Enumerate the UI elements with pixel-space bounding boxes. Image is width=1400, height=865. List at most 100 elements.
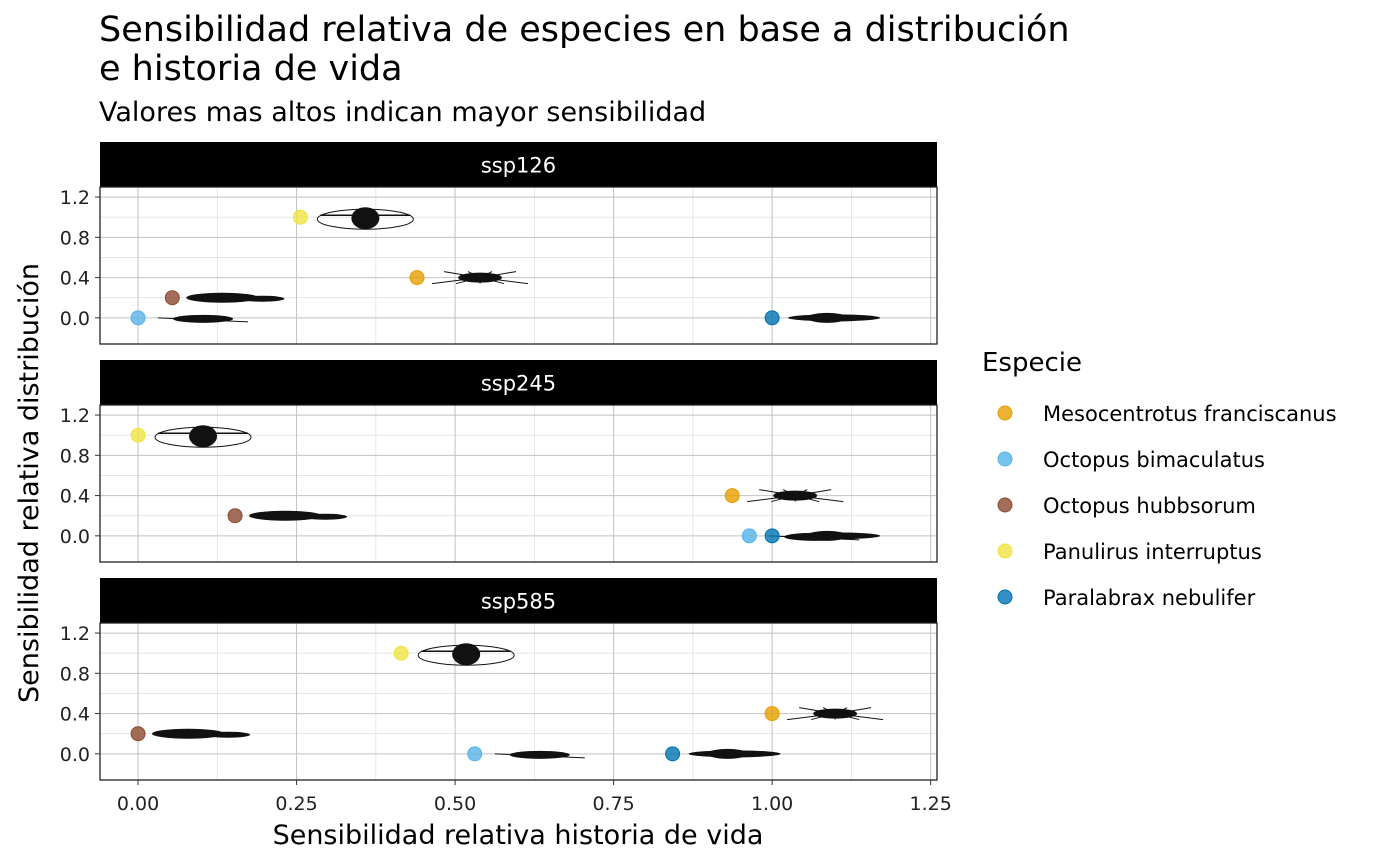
species-silhouette xyxy=(494,750,585,759)
silhouette-spine xyxy=(822,707,836,715)
data-point xyxy=(764,310,780,326)
legend-label: Panulirus interruptus xyxy=(1043,540,1262,564)
species-silhouette xyxy=(186,292,285,303)
silhouette-spine xyxy=(747,495,796,503)
y-tick-label: 0.0 xyxy=(60,744,90,766)
species-silhouette xyxy=(154,425,252,448)
data-point xyxy=(467,746,483,762)
silhouette-spine xyxy=(771,495,796,503)
y-tick-label: 1.2 xyxy=(60,623,90,645)
species-silhouette xyxy=(431,271,529,285)
y-tick-label: 0.0 xyxy=(60,526,90,548)
silhouette-body xyxy=(351,207,380,230)
facet-panel-ssp126: ssp126 0.0 0.4 0.8 1.2 xyxy=(60,142,938,345)
silhouette-arms xyxy=(494,753,585,759)
legend-key xyxy=(997,451,1013,467)
silhouette-body xyxy=(186,292,259,303)
legend-title: Especie xyxy=(982,348,1082,378)
y-tick-label: 0.8 xyxy=(60,227,90,249)
legend-key xyxy=(997,405,1013,421)
silhouette-spine xyxy=(787,713,836,721)
x-tick-label: 0.25 xyxy=(275,793,317,815)
panel-border xyxy=(99,622,938,781)
gridlines xyxy=(100,623,937,780)
silhouette-spine xyxy=(835,713,884,721)
silhouette-spine xyxy=(799,707,836,715)
y-axis-title: Sensibilidad relativa distribución xyxy=(14,263,45,703)
x-tick-label: 0.75 xyxy=(592,793,634,815)
silhouette-fin xyxy=(807,530,848,541)
y-tick-label: 0.4 xyxy=(60,486,90,508)
silhouette-arms xyxy=(303,513,348,520)
silhouette-fin xyxy=(807,312,848,323)
species-silhouette xyxy=(788,312,881,323)
silhouette-spine xyxy=(455,277,481,285)
silhouette-legs xyxy=(417,644,515,666)
data-point xyxy=(764,706,780,722)
data-point xyxy=(393,645,409,661)
data-point xyxy=(741,528,757,544)
data-point xyxy=(130,427,146,443)
silhouette-arms xyxy=(206,731,251,738)
facet-strip xyxy=(100,360,937,405)
chart-title-line2: e historia de vida xyxy=(99,49,403,89)
legend-label: Paralabrax nebulifer xyxy=(1043,586,1256,610)
legend-key xyxy=(997,497,1013,513)
silhouette-body xyxy=(249,510,322,521)
x-axis-title: Sensibilidad relativa historia de vida xyxy=(273,820,764,851)
x-tick-label: 0.50 xyxy=(434,793,476,815)
silhouette-body xyxy=(452,643,481,666)
silhouette-spine xyxy=(479,271,517,279)
silhouette-spine xyxy=(835,707,872,715)
legend-key xyxy=(997,589,1013,605)
facet-panels: ssp1260.00.40.81.2ssp2450.00.40.81.2ssp5… xyxy=(60,142,938,781)
facet-panel-ssp245: ssp245 0.0 0.4 0.8 1.2 xyxy=(60,360,938,563)
y-tick-label: 0.4 xyxy=(60,268,90,290)
species-silhouette xyxy=(152,728,251,739)
silhouette-body xyxy=(152,728,225,739)
data-point xyxy=(227,508,243,524)
facet-strip-label: ssp245 xyxy=(481,372,556,396)
y-tick-label: 1.2 xyxy=(60,405,90,427)
species-silhouette xyxy=(788,530,881,541)
panel-border xyxy=(99,186,938,345)
panel-border xyxy=(99,404,938,563)
y-tick-label: 0.8 xyxy=(60,445,90,467)
species-silhouette xyxy=(747,489,844,503)
silhouette-spine xyxy=(795,489,832,497)
gridlines xyxy=(100,405,937,562)
silhouette-arms xyxy=(240,295,285,302)
silhouette-fin xyxy=(707,748,748,759)
data-point xyxy=(665,746,681,762)
facet-strip-label: ssp126 xyxy=(481,154,556,178)
silhouette-spine xyxy=(782,489,796,497)
silhouette-body xyxy=(189,425,218,448)
y-tick-label: 0.0 xyxy=(60,308,90,330)
y-tick-label: 0.8 xyxy=(60,663,90,685)
silhouette-arms xyxy=(158,317,249,323)
x-tick-label: 1.25 xyxy=(910,793,952,815)
x-axis: 0.00 0.25 0.50 0.75 1.00 1.25 xyxy=(117,780,952,815)
species-silhouette xyxy=(158,314,249,323)
data-point xyxy=(764,528,780,544)
silhouette-spine xyxy=(794,489,808,497)
chart-title-line1: Sensibilidad relativa de especies en bas… xyxy=(99,10,1070,50)
silhouette-spine xyxy=(443,271,481,279)
species-silhouette xyxy=(787,707,884,721)
facet-strip xyxy=(100,142,937,187)
silhouette-spine xyxy=(431,277,481,285)
silhouette-legs xyxy=(316,208,414,230)
silhouette-legs xyxy=(154,426,252,448)
facet-panel-ssp585: ssp585 0.0 0.4 0.8 1.2 xyxy=(60,578,938,781)
silhouette-spine xyxy=(479,271,493,279)
legend-key xyxy=(997,543,1013,559)
silhouette-spine xyxy=(759,489,796,497)
species-silhouette xyxy=(688,748,781,759)
data-point xyxy=(164,290,180,306)
data-point xyxy=(130,310,146,326)
silhouette-spine xyxy=(811,713,836,721)
x-tick-label: 1.00 xyxy=(751,793,793,815)
legend: Especie Mesocentrotus franciscanus Octopu… xyxy=(982,348,1337,610)
y-tick-label: 0.4 xyxy=(60,704,90,726)
x-tick-label: 0.00 xyxy=(117,793,159,815)
